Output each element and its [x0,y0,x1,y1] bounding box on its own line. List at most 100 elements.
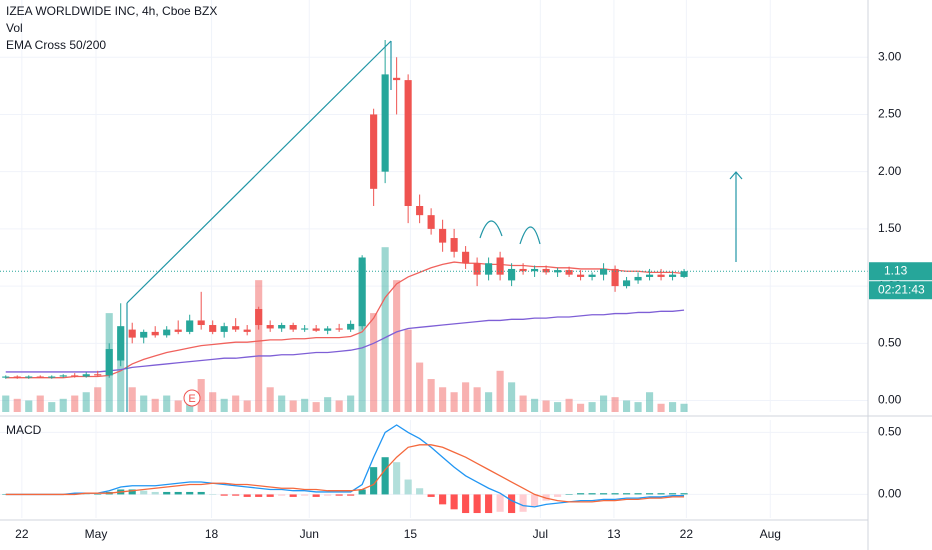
volume-bar [416,362,424,412]
volume-bar [140,395,148,412]
candle-body [13,376,21,378]
histogram-bar [519,494,527,512]
candle-body [496,257,504,275]
histogram-bar [358,489,366,495]
volume-bar [312,402,320,412]
histogram-bar [370,467,378,495]
indicator-label: EMA Cross 50/200 [6,38,106,52]
candle-body [128,329,136,338]
volume-bar [519,395,527,412]
pane-title: MACD [6,423,42,437]
grid [0,0,868,518]
volume-label: Vol [6,21,23,35]
histogram-bar [680,493,688,495]
x-tick-label: May [85,527,108,541]
volume-bar [220,398,228,412]
histogram-bar [335,494,343,496]
histogram-bar [232,494,240,496]
volume-bar [381,247,389,412]
x-tick-label: 13 [607,527,621,541]
histogram-bar [450,494,458,510]
y-tick-label: 0.00 [878,393,902,407]
volume-bar [94,387,102,412]
histogram-bar [174,491,182,495]
histogram-bar [209,494,217,495]
histogram-bar [508,494,516,514]
histogram-bar [255,494,263,497]
volume-bar [71,395,79,412]
volume-bar [611,397,619,412]
volume-bar [623,400,631,412]
y-tick-label: 3.00 [878,49,902,63]
candle-body [48,376,56,378]
histogram-bar [278,494,286,496]
candle-body [680,271,688,277]
candle-body [186,320,194,332]
volume-bar [255,280,263,412]
volume-bar [174,400,182,412]
candle-body [473,263,481,275]
volume-bar [462,382,470,412]
candle-body [209,325,217,332]
volume-bar [531,398,539,412]
candle-body [335,328,343,330]
candle-body [427,215,435,229]
ema-line [5,261,685,379]
volume-bar [266,387,274,412]
histogram-bar [611,493,619,495]
volume-bar [427,379,435,412]
candle-body [611,268,619,287]
candle-body [174,329,182,332]
histogram-bar [381,457,389,495]
volume-bar [393,280,401,412]
volume-bar [163,395,171,412]
x-tick-label: Jun [300,527,319,541]
histogram-bar [668,493,677,495]
candle-body [358,257,366,327]
histogram-bar [128,489,136,495]
histogram-bar [266,494,274,497]
candle-body [232,326,240,330]
volume-bar [128,387,136,412]
candle-body [255,309,263,326]
histogram-bar [496,494,504,512]
candle-body [393,77,401,81]
candle-body [140,331,148,338]
volume-bar [335,400,343,412]
candle-body [565,270,573,275]
histogram-bar [623,493,631,495]
histogram-bar [404,479,412,495]
y-tick-label: 0.00 [878,487,902,501]
candle-body [416,206,424,216]
candle-body [243,329,251,332]
histogram-bar [243,494,251,497]
candle-body [220,326,228,332]
volume-bar [508,382,516,412]
x-tick-label: Aug [760,527,781,541]
candle-body [668,274,677,277]
volume-bar [36,395,44,412]
histogram-bar [94,494,102,495]
macd-line [5,444,685,503]
candle-body [462,251,470,264]
volume-bar [151,398,159,412]
histogram-bar [554,494,562,497]
countdown-box [869,281,932,300]
histogram-bar [531,494,539,507]
candle-body [508,268,516,281]
candle-body [278,325,286,329]
candle-body [105,349,113,376]
histogram-bar [151,491,159,495]
ema-line [5,309,685,373]
volume-bar [278,395,286,412]
volume-bar [588,402,596,412]
candle-body [71,375,79,377]
candle-body [151,331,159,336]
histogram-bar [645,493,654,495]
candle-body [519,268,527,272]
x-tick-label: 15 [404,527,418,541]
candle-body [312,328,320,331]
last-price-label: 1.13 [884,263,908,277]
histogram-bar [289,494,297,497]
